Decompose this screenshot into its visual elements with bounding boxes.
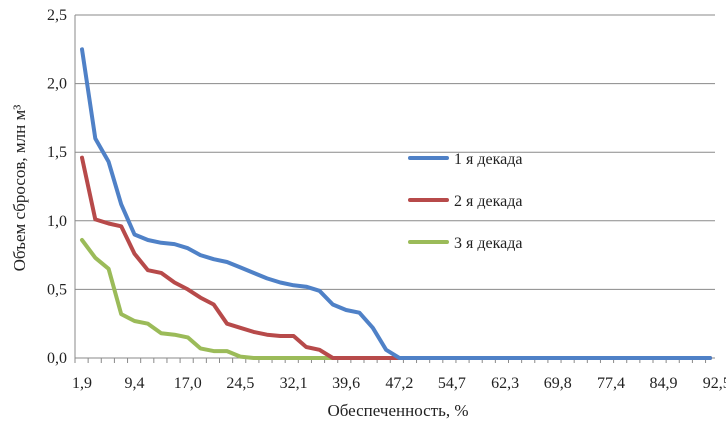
legend-label: 3 я декада [454, 235, 522, 252]
y-axis-tick-labels: 0,0 0,5 1,0 1,5 2,0 2,5 [47, 7, 67, 367]
y-tick-label: 0,5 [47, 281, 67, 298]
legend-label: 1 я декада [454, 151, 522, 168]
series-line [80, 238, 712, 360]
series-line [80, 47, 712, 360]
x-tick-label: 17,0 [174, 375, 202, 392]
y-tick-label: 2,0 [47, 76, 67, 93]
x-tick-label: 32,1 [280, 375, 308, 392]
y-tick-label: 0,0 [47, 350, 67, 367]
axes [74, 15, 715, 363]
legend: 1 я декада 2 я декада 3 я декада [408, 151, 522, 252]
x-tick-label: 84,9 [650, 375, 678, 392]
x-tick-label: 24,5 [226, 375, 254, 392]
y-axis-title: Объем сбросов, млн м³ [10, 105, 29, 272]
y-tick-label: 2,5 [47, 7, 67, 24]
y-tick-label: 1,5 [47, 144, 67, 161]
gridlines [75, 14, 715, 290]
x-tick-label: 62,3 [491, 375, 519, 392]
x-axis-title: Обеспеченность, % [327, 401, 468, 420]
x-tick-label: 92,5 [703, 375, 726, 392]
series-line [80, 155, 712, 360]
x-tick-label: 1,9 [72, 375, 92, 392]
legend-label: 2 я декада [454, 193, 522, 210]
y-tick-label: 1,0 [47, 213, 67, 230]
x-tick-label: 77,4 [597, 375, 625, 392]
x-tick-label: 54,7 [438, 375, 466, 392]
x-axis-tick-labels: 1,9 9,4 17,0 24,5 32,1 39,6 47,2 54,7 62,3 69,8 77… [72, 375, 726, 392]
x-tick-label: 9,4 [125, 375, 145, 392]
x-tick-label: 39,6 [332, 375, 360, 392]
x-tick-label: 69,8 [544, 375, 572, 392]
x-tick-label: 47,2 [385, 375, 413, 392]
series-lines [80, 47, 712, 360]
